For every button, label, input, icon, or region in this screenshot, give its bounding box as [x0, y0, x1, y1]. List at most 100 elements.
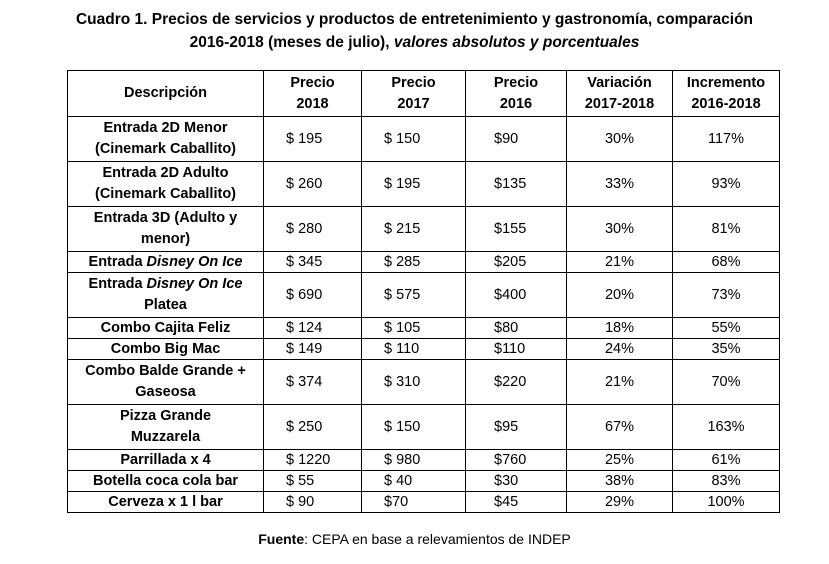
source-label: Fuente [258, 531, 305, 547]
header-precio-2016-line2: 2016 [499, 95, 533, 112]
price-2016-cell: $45 [465, 491, 567, 513]
variacion-cell: 20% [566, 272, 673, 318]
table-row: Combo Cajita Feliz $ 124 $ 105 $80 18% 55% [67, 317, 780, 339]
incremento-cell: 117% [672, 116, 780, 162]
price-2018-cell: $ 345 [263, 251, 362, 273]
price-2017-cell: $ 110 [361, 338, 466, 360]
table-row: Entrada 3D (Adulto y menor) $ 280 $ 215 $155… [67, 206, 780, 252]
incremento-cell: 61% [672, 449, 780, 471]
row-description-line1: Entrada [88, 254, 147, 270]
table-row: Entrada 2D Adulto (Cinemark Caballito) $ 2… [67, 161, 780, 207]
row-description: Botella coca cola bar [67, 470, 264, 492]
row-description: Entrada Disney On Ice [67, 251, 264, 273]
row-description: Combo Big Mac [67, 338, 264, 360]
variacion-cell: 21% [566, 359, 673, 405]
source-note: Fuente: CEPA en base a relevamientos de … [0, 531, 829, 547]
price-2016-cell: $400 [465, 272, 567, 318]
incremento-cell: 55% [672, 317, 780, 339]
price-2018-cell: $ 124 [263, 317, 362, 339]
price-2018-cell: $ 260 [263, 161, 362, 207]
price-2018-cell: $ 374 [263, 359, 362, 405]
incremento-cell: 68% [672, 251, 780, 273]
incremento-cell: 70% [672, 359, 780, 405]
row-description-line1: Cerveza x 1 l bar [108, 494, 223, 510]
variacion-cell: 18% [566, 317, 673, 339]
table-row: Entrada 2D Menor (Cinemark Caballito) $ 19… [67, 116, 780, 162]
caption-line-2-italic: valores absolutos y porcentuales [393, 34, 640, 51]
price-2016-cell: $220 [465, 359, 567, 405]
table-row: Cerveza x 1 l bar $ 90 $70 $45 29% 100% [67, 491, 780, 513]
variacion-cell: 24% [566, 338, 673, 360]
header-variacion-line2: 2017-2018 [584, 95, 655, 112]
price-2016-cell: $80 [465, 317, 567, 339]
price-2016-cell: $95 [465, 404, 567, 450]
price-table: Descripción Precio 2018 Precio 2017 Precio… [67, 70, 780, 513]
price-2017-cell: $ 150 [361, 404, 466, 450]
row-description: Entrada 3D (Adulto y menor) [67, 206, 264, 252]
row-description-italic: Disney On Ice [146, 276, 243, 292]
price-2018-cell: $ 55 [263, 470, 362, 492]
header-descripcion: Descripción [67, 70, 264, 117]
price-2017-cell: $ 150 [361, 116, 466, 162]
price-2016-cell: $205 [465, 251, 567, 273]
price-2017-cell: $ 105 [361, 317, 466, 339]
row-description-line2: (Cinemark Caballito) [95, 186, 236, 202]
row-description: Entrada Disney On Ice Platea [67, 272, 264, 318]
row-description-line1: Entrada 2D Adulto [102, 165, 229, 181]
row-description-line2: menor) [140, 231, 191, 247]
row-description: Entrada 2D Menor (Cinemark Caballito) [67, 116, 264, 162]
header-incremento-line1: Incremento [686, 74, 766, 91]
price-2017-cell: $ 285 [361, 251, 466, 273]
price-2017-cell: $70 [361, 491, 466, 513]
header-precio-2018-line1: Precio [290, 74, 335, 91]
header-precio-2016: Precio 2016 [465, 70, 567, 117]
header-precio-2016-line1: Precio [493, 74, 539, 91]
incremento-cell: 100% [672, 491, 780, 513]
variacion-cell: 29% [566, 491, 673, 513]
caption-line-1: Cuadro 1. Precios de servicios y product… [75, 11, 754, 28]
row-description-line1: Combo Big Mac [110, 341, 221, 357]
row-description-line1: Pizza Grande [119, 408, 212, 424]
price-2018-cell: $ 195 [263, 116, 362, 162]
header-precio-2017: Precio 2017 [361, 70, 466, 117]
row-description-line2: (Cinemark Caballito) [95, 141, 236, 157]
table-caption: Cuadro 1. Precios de servicios y product… [0, 8, 829, 54]
row-description-line1: Entrada [88, 276, 147, 292]
row-description-line1: Entrada 3D (Adulto y [93, 210, 238, 226]
header-incremento-line2: 2016-2018 [691, 95, 761, 112]
price-2018-cell: $ 250 [263, 404, 362, 450]
price-2017-cell: $ 215 [361, 206, 466, 252]
header-variacion-line1: Variación [587, 74, 652, 91]
variacion-cell: 25% [566, 449, 673, 471]
incremento-cell: 81% [672, 206, 780, 252]
table-row: Botella coca cola bar $ 55 $ 40 $30 38% 83% [67, 470, 780, 492]
price-2018-cell: $ 149 [263, 338, 362, 360]
variacion-cell: 33% [566, 161, 673, 207]
header-precio-2018-line2: 2018 [296, 95, 329, 112]
price-2017-cell: $ 980 [361, 449, 466, 471]
row-description: Parrillada x 4 [67, 449, 264, 471]
row-description-italic: Disney On Ice [146, 254, 243, 270]
table-row: Combo Balde Grande + Gaseosa $ 374 $ 310 $22… [67, 359, 780, 405]
price-2016-cell: $135 [465, 161, 567, 207]
row-description: Combo Cajita Feliz [67, 317, 264, 339]
incremento-cell: 83% [672, 470, 780, 492]
table-row: Entrada Disney On Ice $ 345 $ 285 $205 21% 68… [67, 251, 780, 273]
row-description-line1: Combo Balde Grande + [85, 363, 246, 379]
table-row: Pizza Grande Muzzarela $ 250 $ 150 $95 67% 163… [67, 404, 780, 450]
variacion-cell: 30% [566, 206, 673, 252]
header-precio-2017-line1: Precio [391, 74, 436, 91]
price-2017-cell: $ 195 [361, 161, 466, 207]
price-2016-cell: $90 [465, 116, 567, 162]
row-description-line2: Platea [144, 297, 187, 313]
header-incremento: Incremento 2016-2018 [672, 70, 780, 117]
row-description-line1: Entrada 2D Menor [103, 120, 228, 136]
header-precio-2017-line2: 2017 [397, 95, 430, 112]
price-2016-cell: $30 [465, 470, 567, 492]
price-2016-cell: $760 [465, 449, 567, 471]
variacion-cell: 30% [566, 116, 673, 162]
row-description: Combo Balde Grande + Gaseosa [67, 359, 264, 405]
row-description: Entrada 2D Adulto (Cinemark Caballito) [67, 161, 264, 207]
caption-line-2: 2016-2018 (meses de julio), valores abso… [0, 31, 829, 54]
price-2017-cell: $ 40 [361, 470, 466, 492]
